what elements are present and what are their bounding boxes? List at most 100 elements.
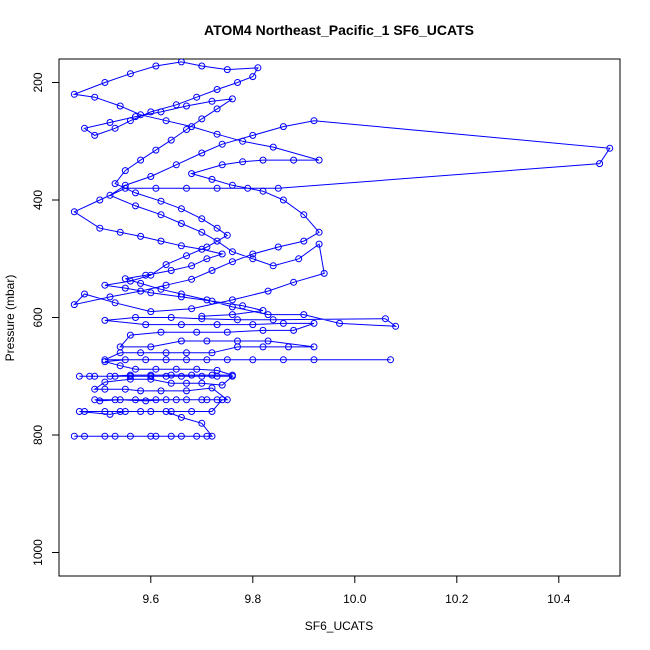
data-point xyxy=(188,408,196,415)
data-point xyxy=(147,408,155,415)
y-tick-label: 400 xyxy=(31,190,45,210)
data-point xyxy=(101,356,109,364)
data-point xyxy=(234,79,241,86)
data-point xyxy=(137,349,145,357)
data-point xyxy=(310,356,318,364)
data-point xyxy=(239,302,247,310)
data-point xyxy=(137,387,145,395)
data-point xyxy=(218,381,226,389)
data-point xyxy=(91,372,99,380)
data-point xyxy=(167,314,175,321)
data-point xyxy=(121,385,129,393)
data-point xyxy=(213,130,221,138)
data-point xyxy=(132,113,139,121)
data-point xyxy=(121,356,129,364)
data-point xyxy=(116,102,124,110)
data-point xyxy=(162,117,170,125)
data-point xyxy=(152,62,160,70)
data-point xyxy=(177,59,185,66)
data-point xyxy=(259,307,267,314)
y-axis: 200 400 600 800 1000 xyxy=(31,72,60,566)
data-point xyxy=(264,311,272,319)
data-point xyxy=(213,321,221,329)
data-point xyxy=(157,237,165,245)
data-point xyxy=(218,396,226,404)
data-point xyxy=(167,371,175,379)
data-point xyxy=(177,413,185,421)
data-point xyxy=(116,343,124,351)
data-point xyxy=(381,315,389,323)
data-point xyxy=(177,337,185,345)
data-point xyxy=(132,365,139,373)
data-point xyxy=(310,319,318,327)
data-point xyxy=(137,232,145,240)
data-point xyxy=(274,184,282,192)
data-point xyxy=(279,319,287,327)
data-point xyxy=(188,305,196,313)
data-point xyxy=(290,156,298,164)
data-point xyxy=(167,267,175,274)
data-point xyxy=(81,124,88,132)
data-point xyxy=(106,293,114,301)
data-point xyxy=(208,432,216,440)
data-point xyxy=(223,396,231,404)
data-point xyxy=(269,316,277,324)
data-point xyxy=(177,321,185,329)
data-point xyxy=(203,396,211,404)
data-point xyxy=(223,66,231,74)
data-point xyxy=(203,296,211,304)
data-point xyxy=(218,161,226,169)
data-point xyxy=(116,396,124,404)
y-axis-label: Pressure (mbar) xyxy=(3,275,17,362)
data-point xyxy=(177,432,185,440)
data-point xyxy=(208,175,216,183)
data-point xyxy=(177,220,185,227)
data-point xyxy=(198,149,206,157)
data-point xyxy=(259,156,267,164)
data-point xyxy=(177,293,185,301)
data-point xyxy=(249,250,257,258)
data-point xyxy=(111,396,119,404)
data-point xyxy=(147,289,155,297)
series-layer xyxy=(70,59,614,440)
data-point xyxy=(111,432,119,440)
data-point xyxy=(198,379,206,387)
data-point xyxy=(290,278,298,286)
data-point xyxy=(86,372,94,380)
data-point xyxy=(208,97,216,105)
data-point xyxy=(132,396,139,404)
data-point xyxy=(157,211,165,219)
data-point xyxy=(290,326,298,334)
data-point xyxy=(223,328,231,336)
data-point xyxy=(101,385,109,393)
data-point xyxy=(96,196,104,204)
data-point xyxy=(116,228,124,236)
x-axis: 9.6 9.8 10.0 10.2 10.4 xyxy=(142,575,571,606)
data-point xyxy=(249,73,257,81)
data-point xyxy=(96,224,104,232)
data-point xyxy=(121,184,129,192)
data-point xyxy=(213,86,221,93)
data-point xyxy=(106,410,114,418)
data-point xyxy=(157,387,165,395)
data-point xyxy=(218,250,226,258)
data-point xyxy=(188,371,196,379)
data-point xyxy=(147,108,155,116)
data-point xyxy=(152,432,160,440)
data-point xyxy=(162,356,170,364)
data-point xyxy=(228,258,236,266)
y-tick-label: 600 xyxy=(31,307,45,327)
data-point xyxy=(234,316,241,324)
data-point xyxy=(183,349,190,357)
data-point xyxy=(310,117,318,125)
x-tick-label: 10.0 xyxy=(343,592,367,606)
data-point xyxy=(142,356,150,364)
data-point xyxy=(208,349,216,357)
data-point xyxy=(193,432,201,440)
data-point xyxy=(249,255,257,263)
data-point xyxy=(213,366,221,374)
data-point xyxy=(172,365,180,373)
data-point xyxy=(234,337,241,345)
data-point xyxy=(111,124,119,132)
